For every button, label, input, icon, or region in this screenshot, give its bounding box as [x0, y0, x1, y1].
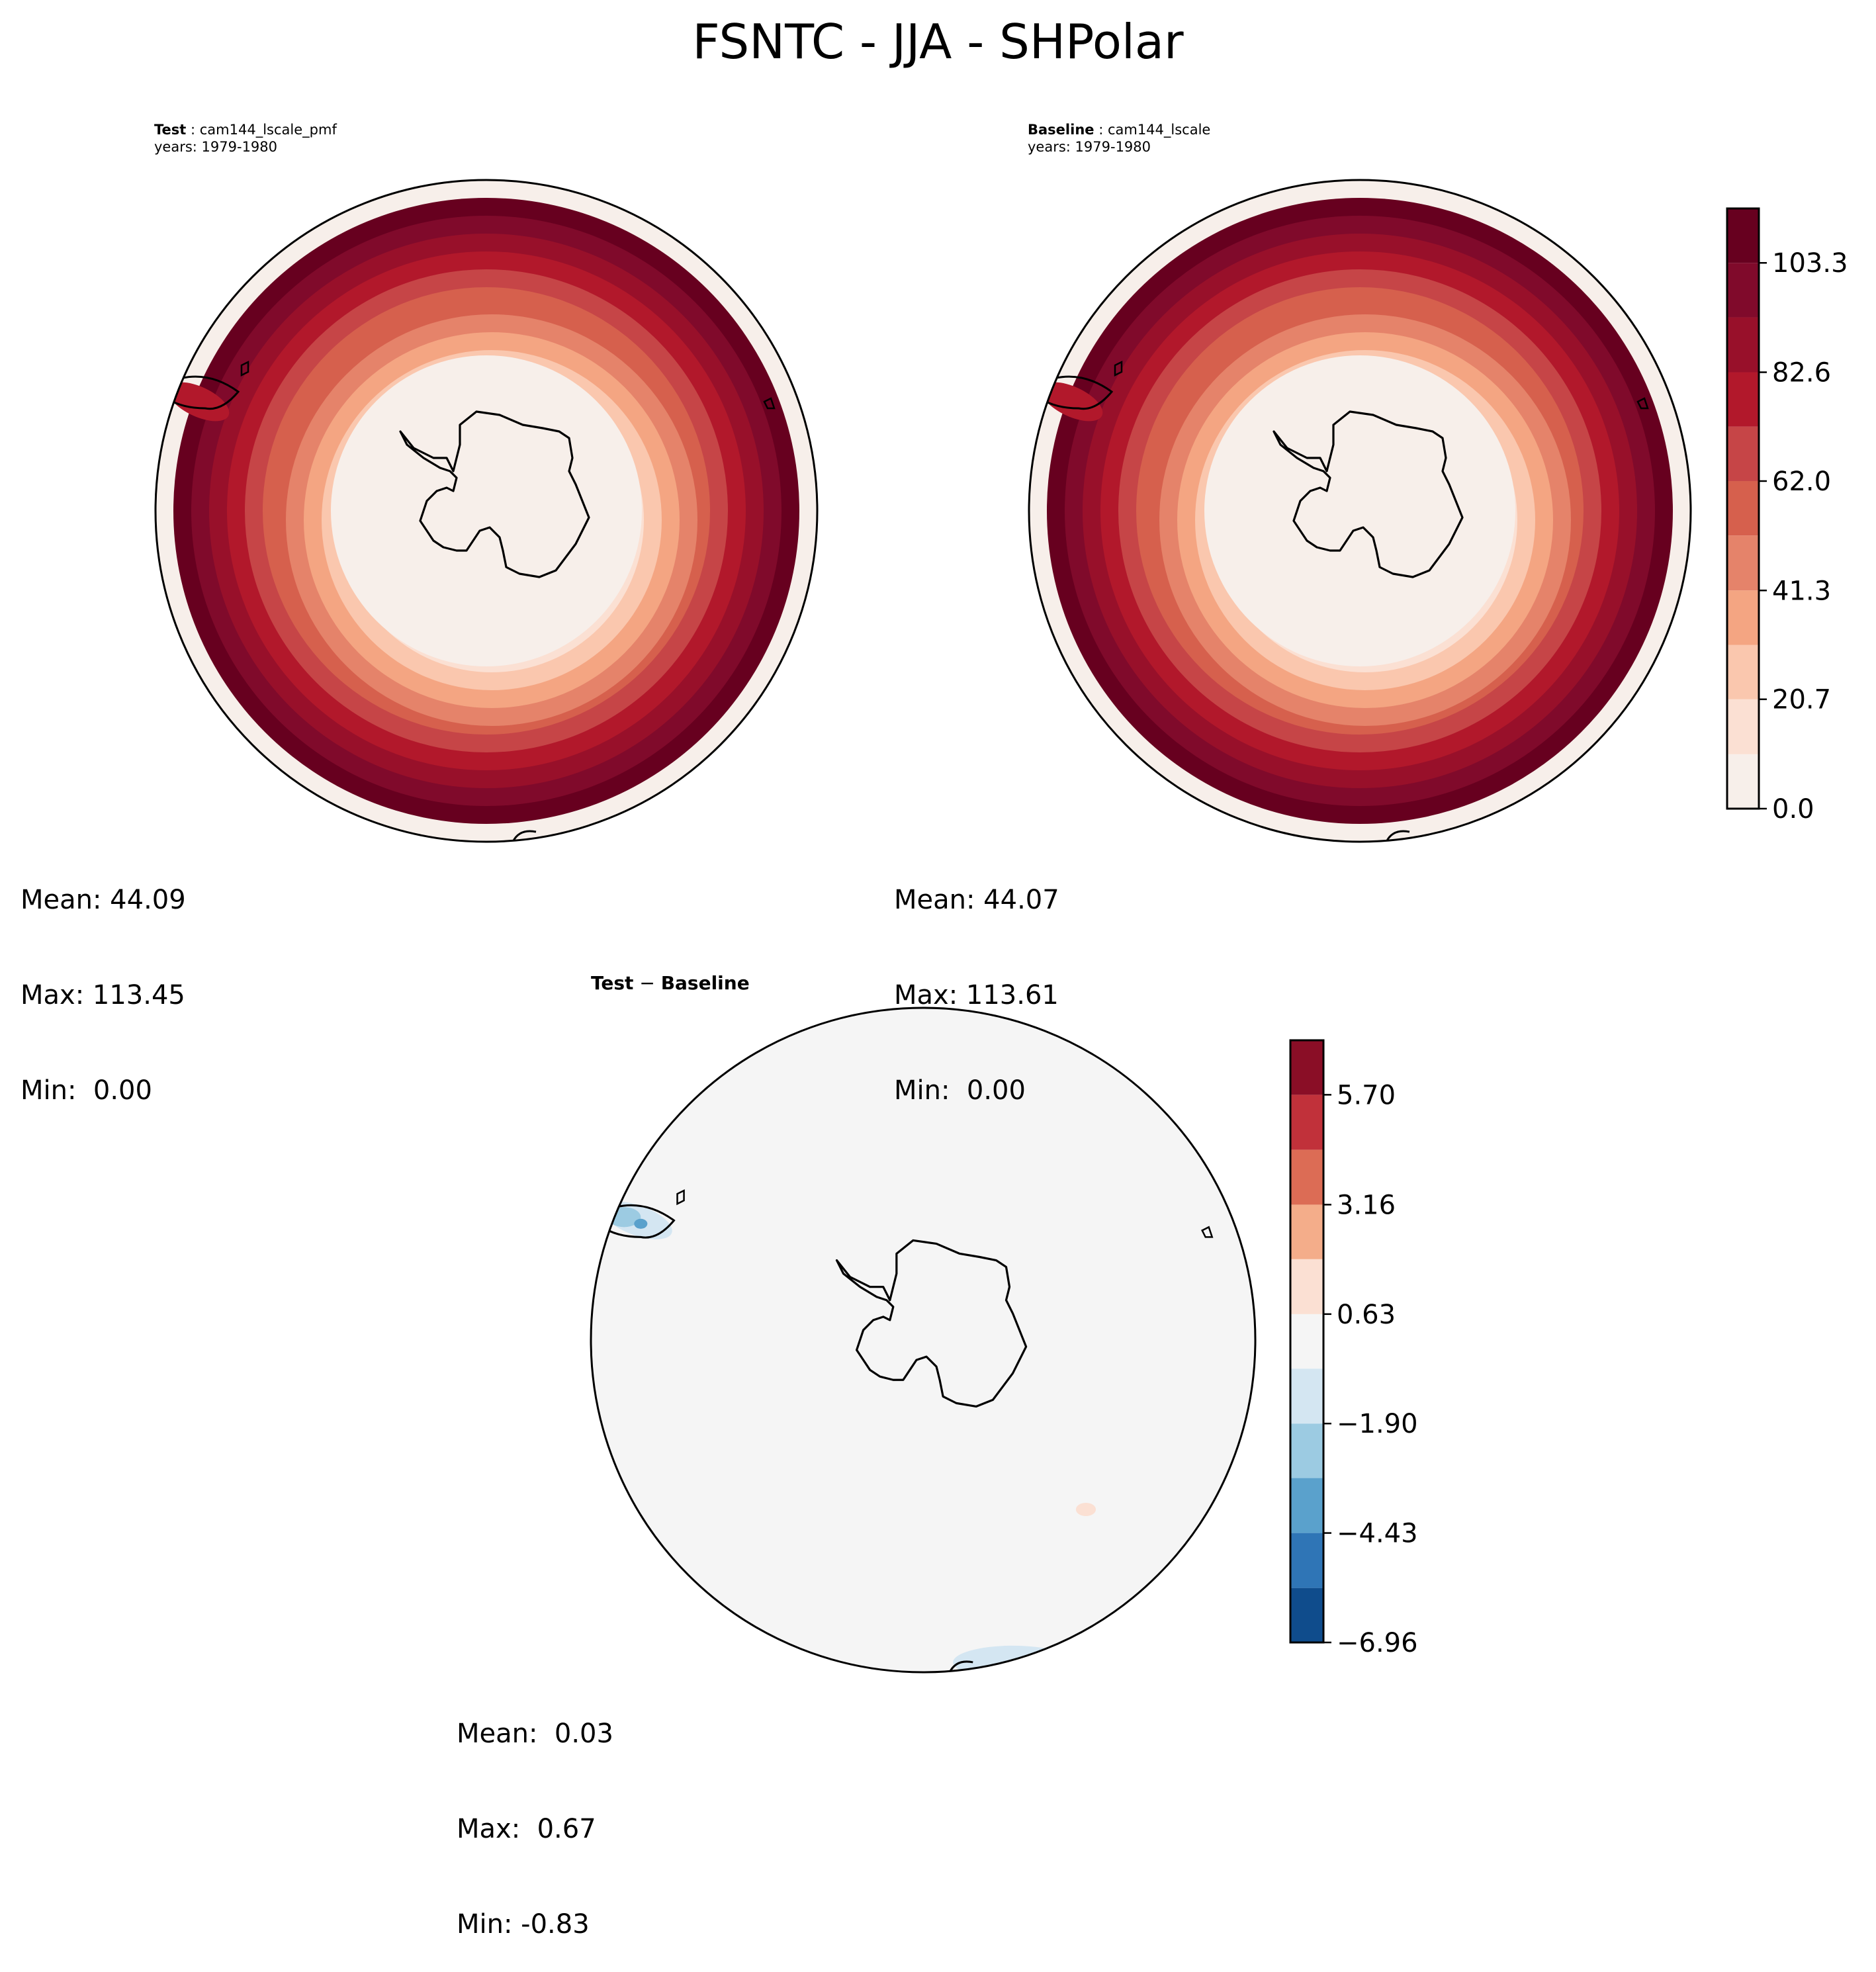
cbar-diff-tick-label-2: −1.90: [1337, 1409, 1418, 1439]
test-boundary: [154, 179, 819, 843]
baseline-island-1: [1114, 360, 1123, 377]
baseline-header: Baseline : cam144_lscale years: 1979-198…: [1028, 121, 1210, 156]
test-island-2: [763, 397, 776, 410]
test-years: years: 1979-1980: [154, 139, 278, 155]
figure-canvas: 0.0 20.7 41.3 62.0 82.6 103.3 −6.96 −4.43 −1.90…: [154, 179, 1848, 1674]
diff-boundary: [590, 1007, 1257, 1674]
cbar-top-segment-0: [1727, 754, 1759, 809]
test-polar-cap: [331, 355, 642, 666]
cbar-diff-segment-3: [1290, 1423, 1323, 1478]
test-island-1: [240, 360, 249, 377]
cbar-diff-tick-label-1: −4.43: [1337, 1519, 1418, 1549]
diff-south-america-coast: [597, 1204, 676, 1239]
diff-island-1: [676, 1189, 685, 1206]
baseline-years: years: 1979-1980: [1028, 139, 1151, 155]
baseline-polar-cap: [1204, 355, 1515, 666]
diff-mean: Mean: 0.03: [457, 1719, 613, 1749]
cbar-diff-segment-9: [1290, 1095, 1323, 1150]
baseline-island-2: [1636, 397, 1649, 410]
cbar-top-tick-label-1: 20.7: [1772, 685, 1831, 715]
baseline-min: Min: 0.00: [894, 1075, 1026, 1106]
cbar-diff-tick-label-3: 0.63: [1337, 1300, 1396, 1330]
cbar-top-segment-4: [1727, 535, 1759, 591]
cbar-diff-tick-label-5: 5.70: [1337, 1080, 1396, 1110]
test-label-colon: :: [186, 122, 200, 138]
cbar-diff-segment-2: [1290, 1478, 1323, 1533]
diff-negative-center: [634, 1218, 648, 1229]
cbar-diff-frame: [1289, 1039, 1325, 1644]
baseline-mean: Mean: 44.07: [894, 885, 1059, 915]
diff-header: Test − Baseline: [591, 972, 750, 994]
cbar-diff-tick-label-0: −6.96: [1337, 1628, 1418, 1658]
cbar-top-tick-label-4: 82.6: [1772, 358, 1831, 388]
figure-title: FSNTC - JJA - SHPolar: [692, 14, 1184, 69]
cbar-top-tick-label-3: 62.0: [1772, 467, 1831, 497]
baseline-label-colon: :: [1094, 122, 1108, 138]
cbar-diff-segment-1: [1290, 1533, 1323, 1588]
test-stats: Mean: 44.09 Max: 113.45 Min: 0.00: [21, 821, 186, 1138]
cbar-diff-segment-6: [1290, 1259, 1323, 1314]
test-mean: Mean: 44.09: [21, 885, 186, 915]
test-min: Min: 0.00: [21, 1075, 152, 1106]
cbar-top-tick-label-2: 41.3: [1772, 576, 1831, 606]
test-map: [154, 179, 819, 843]
cbar-diff-segment-7: [1290, 1204, 1323, 1259]
cbar-top-segment-6: [1727, 426, 1759, 481]
cbar-top-segment-5: [1727, 480, 1759, 536]
baseline-map: [1028, 179, 1692, 843]
cbar-top-segment-3: [1727, 590, 1759, 645]
test-header: Test : cam144_lscale_pmf years: 1979-198…: [154, 121, 337, 156]
test-hotspot: [167, 382, 230, 422]
test-name: cam144_lscale_pmf: [199, 122, 337, 138]
cbar-diff-segment-0: [1290, 1588, 1323, 1642]
baseline-boundary: [1028, 179, 1692, 843]
cbar-top-tick-label-0: 0.0: [1772, 794, 1814, 825]
cbar-diff-segment-5: [1290, 1314, 1323, 1369]
cbar-top-segment-9: [1727, 263, 1759, 318]
cbar-top-segment-2: [1727, 645, 1759, 699]
diff-minus: −: [633, 972, 661, 994]
cbar-top-segment-1: [1727, 699, 1759, 754]
test-label: Test: [154, 122, 187, 138]
diff-label-left: Test: [591, 972, 634, 994]
diff-stats: Mean: 0.03 Max: 0.67 Min: -0.83: [457, 1654, 613, 1972]
cbar-top-segment-10: [1727, 208, 1759, 263]
baseline-max: Max: 113.61: [894, 980, 1059, 1010]
baseline-label: Baseline: [1028, 122, 1094, 138]
cbar-top-frame: [1726, 207, 1760, 810]
cbar-top-segment-7: [1727, 372, 1759, 427]
cbar-diff-segment-4: [1290, 1368, 1323, 1424]
cbar-diff-tick-label-4: 3.16: [1337, 1190, 1396, 1220]
baseline-hotspot: [1041, 382, 1103, 422]
test-max: Max: 113.45: [21, 980, 185, 1010]
test-field: [156, 180, 817, 842]
baseline-stats: Mean: 44.07 Max: 113.61 Min: 0.00: [894, 821, 1059, 1138]
colorbar-absolute: 0.0 20.7 41.3 62.0 82.6 103.3: [1726, 207, 1848, 825]
baseline-field: [1029, 180, 1691, 842]
diff-label-right: Baseline: [660, 972, 750, 994]
colorbar-difference: −6.96 −4.43 −1.90 0.63 3.16 5.70: [1289, 1039, 1418, 1658]
diff-positive-patch: [1075, 1502, 1096, 1517]
diff-max: Max: 0.67: [457, 1814, 596, 1844]
test-south-america-coast: [161, 375, 240, 410]
cbar-top-tick-label-5: 103.3: [1772, 248, 1848, 279]
diff-min: Min: -0.83: [457, 1909, 590, 1940]
baseline-name: cam144_lscale: [1107, 122, 1211, 138]
cbar-diff-segment-10: [1290, 1040, 1323, 1095]
cbar-top-segment-8: [1727, 317, 1759, 373]
diff-island-2: [1201, 1226, 1214, 1238]
baseline-south-america-coast: [1035, 375, 1114, 410]
cbar-diff-segment-8: [1290, 1149, 1323, 1205]
